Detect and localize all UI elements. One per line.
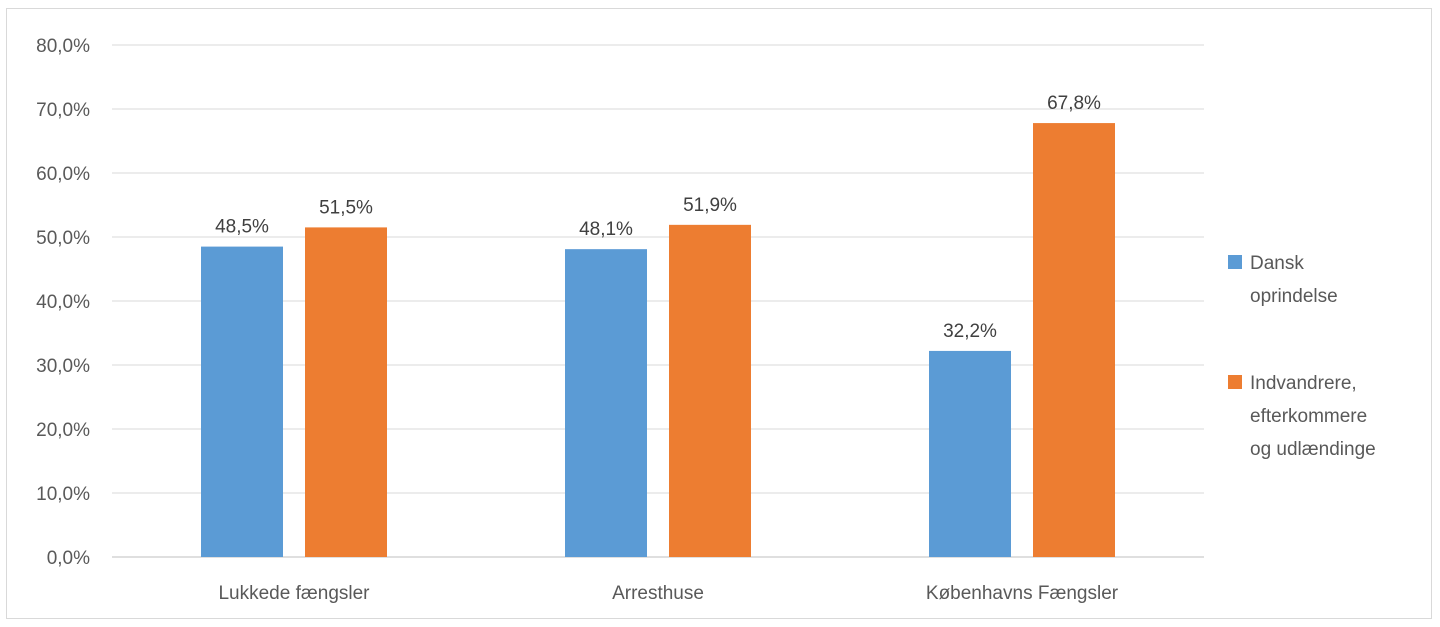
y-tick-label: 50,0% [36,228,90,249]
y-tick-label: 80,0% [36,36,90,57]
legend-swatch [1228,375,1242,389]
bar [669,224,751,557]
legend-label: oprindelse [1250,286,1338,307]
data-label: 51,9% [683,195,737,216]
x-tick-label: Lukkede fængsler [218,583,370,604]
bar [305,227,387,557]
legend-label: efterkommere [1250,406,1367,427]
legend-swatch [1228,255,1242,269]
data-label: 67,8% [1047,93,1101,114]
y-tick-label: 0,0% [47,548,90,569]
data-label: 48,1% [579,219,633,240]
y-tick-label: 70,0% [36,100,90,121]
legend-label: Dansk [1250,253,1304,274]
y-tick-label: 40,0% [36,292,90,313]
bar [201,246,283,557]
x-tick-label: Københavns Fængsler [926,583,1119,604]
x-tick-label: Arresthuse [612,583,704,604]
data-label: 32,2% [943,321,997,342]
data-label: 48,5% [215,217,269,238]
legend-label: og udlændinge [1250,439,1376,460]
y-tick-label: 30,0% [36,356,90,377]
bar [1033,123,1115,557]
bar [565,249,647,557]
legend-label: Indvandrere, [1250,373,1357,394]
bar [929,350,1011,557]
chart-frame [6,8,1432,619]
data-label: 51,5% [319,197,373,218]
y-tick-label: 60,0% [36,164,90,185]
y-tick-label: 20,0% [36,420,90,441]
y-tick-label: 10,0% [36,484,90,505]
